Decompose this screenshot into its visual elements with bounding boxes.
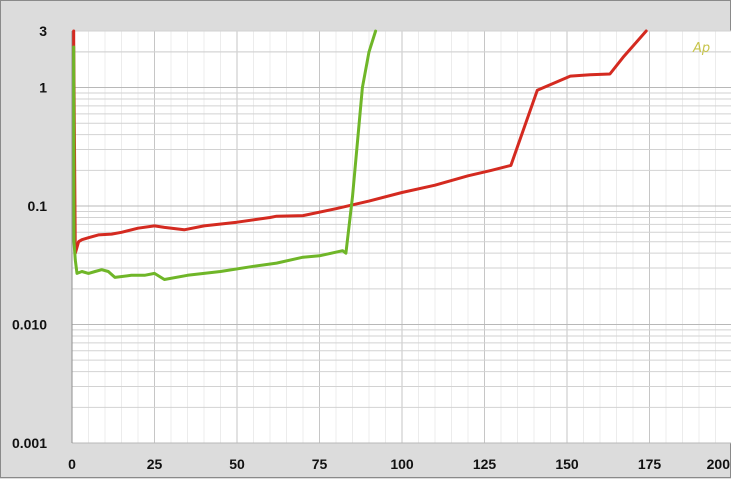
y-tick-label: 0.1 [28,198,48,214]
x-tick-label: 200 [707,456,731,472]
y-tick-label: 0.001 [12,435,47,451]
x-tick-label: 50 [229,456,245,472]
x-tick-label: 0 [68,456,76,472]
series-line-1 [72,29,648,255]
y-tick-label: 0.010 [12,317,47,333]
series-group [72,29,648,281]
ap-watermark: Ap [692,41,710,56]
grid [71,30,731,444]
tick-labels: 3 1 0.1 0.010 0.001 0 25 50 75 100 125 150 175 200 [12,23,730,472]
x-tick-label: 175 [638,456,662,472]
x-tick-label: 75 [312,456,328,472]
x-tick-label: 25 [147,456,163,472]
x-tick-label: 100 [390,456,414,472]
x-tick-label: 150 [555,456,579,472]
y-tick-label: 3 [39,23,47,39]
x-tick-label: 125 [473,456,497,472]
y-tick-label: 1 [39,80,47,96]
series-line-2 [72,29,378,281]
